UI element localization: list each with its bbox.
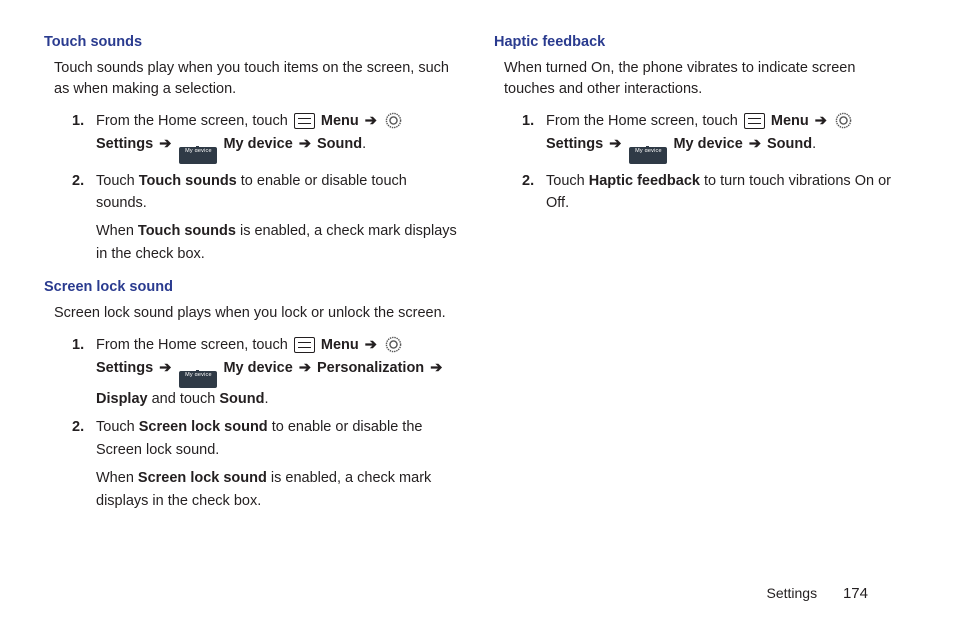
arrow-icon: ➔ xyxy=(747,136,763,152)
bold-term: Touch sounds xyxy=(138,223,236,239)
right-column: Haptic feedback When turned On, the phon… xyxy=(494,34,910,518)
step-2: Touch Touch sounds to enable or disable … xyxy=(72,170,460,266)
menu-label: Menu xyxy=(321,113,359,129)
arrow-icon: ➔ xyxy=(428,360,444,376)
bold-term: Haptic feedback xyxy=(589,173,700,189)
step-1: From the Home screen, touch Menu ➔ Setti… xyxy=(72,334,460,410)
display-label: Display xyxy=(96,391,148,407)
text: When xyxy=(96,223,138,239)
arrow-icon: ➔ xyxy=(297,136,313,152)
period: . xyxy=(812,136,816,152)
bold-term: Screen lock sound xyxy=(139,419,268,435)
intro-haptic: When turned On, the phone vibrates to in… xyxy=(504,58,910,100)
step-2: Touch Screen lock sound to enable or dis… xyxy=(72,416,460,512)
arrow-icon: ➔ xyxy=(297,360,313,376)
arrow-icon: ➔ xyxy=(813,113,829,129)
two-column-layout: Touch sounds Touch sounds play when you … xyxy=(44,34,910,518)
intro-screen-lock: Screen lock sound plays when you lock or… xyxy=(54,303,460,324)
settings-label: Settings xyxy=(96,360,153,376)
mydevice-icon: My device xyxy=(179,147,217,164)
left-column: Touch sounds Touch sounds play when you … xyxy=(44,34,460,518)
steps-screen-lock: From the Home screen, touch Menu ➔ Setti… xyxy=(72,334,460,512)
arrow-icon: ➔ xyxy=(363,337,379,353)
steps-haptic: From the Home screen, touch Menu ➔ Setti… xyxy=(522,110,910,214)
settings-label: Settings xyxy=(546,136,603,152)
step-note: When Touch sounds is enabled, a check ma… xyxy=(96,220,460,265)
settings-icon xyxy=(835,112,852,129)
step-text: From the Home screen, touch xyxy=(96,337,292,353)
footer-section: Settings xyxy=(766,585,817,601)
period: . xyxy=(362,136,366,152)
mydevice-label: My device xyxy=(223,136,292,152)
mydevice-icon: My device xyxy=(179,371,217,388)
text: Touch xyxy=(96,419,139,435)
sound-label: Sound xyxy=(219,391,264,407)
menu-label: Menu xyxy=(321,337,359,353)
heading-screen-lock: Screen lock sound xyxy=(44,279,460,295)
settings-icon xyxy=(385,336,402,353)
personalization-label: Personalization xyxy=(317,360,424,376)
mydevice-label: My device xyxy=(223,360,292,376)
heading-touch-sounds: Touch sounds xyxy=(44,34,460,50)
menu-icon xyxy=(294,113,315,129)
arrow-icon: ➔ xyxy=(157,136,173,152)
mydevice-label: My device xyxy=(673,136,742,152)
settings-label: Settings xyxy=(96,136,153,152)
arrow-icon: ➔ xyxy=(157,360,173,376)
period: . xyxy=(264,391,268,407)
section-haptic-feedback: Haptic feedback When turned On, the phon… xyxy=(494,34,910,214)
menu-icon xyxy=(744,113,765,129)
section-screen-lock-sound: Screen lock sound Screen lock sound play… xyxy=(44,279,460,512)
menu-label: Menu xyxy=(771,113,809,129)
step-note: When Screen lock sound is enabled, a che… xyxy=(96,467,460,512)
text: Touch xyxy=(96,173,139,189)
bold-term: Screen lock sound xyxy=(138,470,267,486)
heading-haptic: Haptic feedback xyxy=(494,34,910,50)
text: When xyxy=(96,470,138,486)
step-2: Touch Haptic feedback to turn touch vibr… xyxy=(522,170,910,215)
section-touch-sounds: Touch sounds Touch sounds play when you … xyxy=(44,34,460,265)
footer-page-number: 174 xyxy=(843,585,868,602)
sound-label: Sound xyxy=(767,136,812,152)
step-text: From the Home screen, touch xyxy=(546,113,742,129)
intro-touch-sounds: Touch sounds play when you touch items o… xyxy=(54,58,460,100)
steps-touch-sounds: From the Home screen, touch Menu ➔ Setti… xyxy=(72,110,460,265)
arrow-icon: ➔ xyxy=(363,113,379,129)
step-1: From the Home screen, touch Menu ➔ Setti… xyxy=(72,110,460,163)
bold-term: Touch sounds xyxy=(139,173,237,189)
text: and touch xyxy=(148,391,220,407)
menu-icon xyxy=(294,337,315,353)
arrow-icon: ➔ xyxy=(607,136,623,152)
sound-label: Sound xyxy=(317,136,362,152)
settings-icon xyxy=(385,112,402,129)
page-footer: Settings 174 xyxy=(766,585,868,602)
step-text: From the Home screen, touch xyxy=(96,113,292,129)
text: Touch xyxy=(546,173,589,189)
step-1: From the Home screen, touch Menu ➔ Setti… xyxy=(522,110,910,163)
mydevice-icon: My device xyxy=(629,147,667,164)
